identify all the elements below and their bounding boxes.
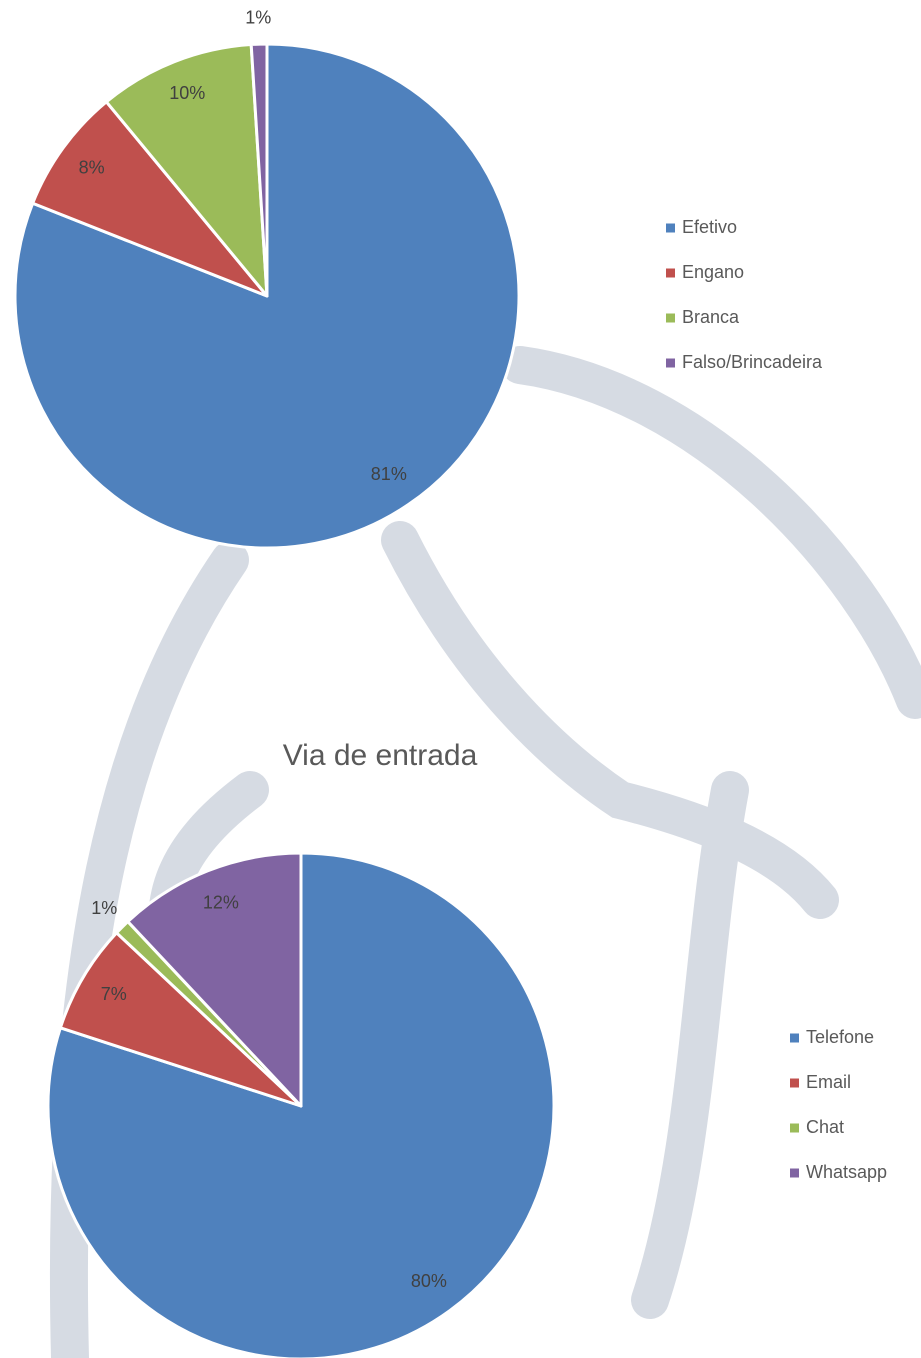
legend-label: Engano [682,262,744,282]
legend-label: Falso/Brincadeira [682,352,823,372]
legend-swatch [666,313,675,323]
data-label: 1% [91,898,117,918]
data-label: 8% [79,157,105,177]
legend-label: Efetivo [682,217,737,237]
data-label: 81% [371,464,407,484]
legend-label: Email [806,1072,851,1092]
legend-label: Chat [806,1117,844,1137]
pie-slice [104,42,269,298]
legend-label: Branca [682,307,740,327]
watermark-arc [381,521,839,919]
legend-label: Whatsapp [806,1162,887,1182]
legend-swatch [790,1033,799,1043]
data-label: 80% [411,1271,447,1291]
pie-slice [58,931,303,1108]
data-label: 7% [101,984,127,1004]
legend-swatch [790,1078,799,1088]
legend-swatch [666,223,675,233]
chart-title: Via de entrada [283,739,478,772]
pie-slice [126,851,303,1108]
legend-swatch [790,1123,799,1133]
legend-swatch [666,358,675,368]
legend-label: Telefone [806,1027,874,1047]
data-label: 10% [169,83,205,103]
pie-slice [249,42,269,298]
legend-swatch [790,1168,799,1178]
watermark-arc [631,771,749,1319]
watermark-arc [501,346,921,719]
data-label: 12% [203,892,239,912]
legend-swatch [666,268,675,278]
data-label: 1% [245,8,271,28]
pie-slice [31,100,269,298]
